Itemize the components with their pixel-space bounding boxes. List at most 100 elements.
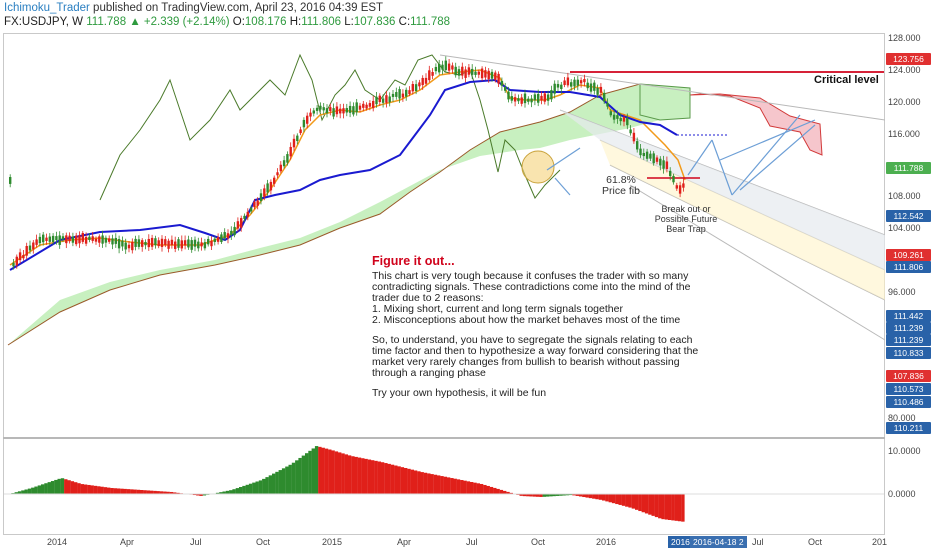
- osc-bar: [225, 490, 230, 494]
- osc-bar: [169, 491, 174, 494]
- osc-bar: [110, 488, 114, 494]
- osc-bar: [27, 488, 32, 494]
- osc-bar: [347, 455, 352, 494]
- kumo-future-cloud: [689, 93, 823, 156]
- osc-bar: [120, 488, 124, 494]
- author-link[interactable]: Ichimoku_Trader: [4, 2, 90, 14]
- osc-bar: [133, 489, 137, 494]
- osc-bar: [153, 490, 157, 494]
- osc-bar: [572, 494, 576, 496]
- osc-bar: [156, 491, 160, 494]
- osc-bar: [489, 486, 494, 494]
- osc-bar: [664, 494, 669, 520]
- high-label: H:: [289, 16, 302, 28]
- price-tag: 110.833: [886, 347, 931, 359]
- osc-bar: [87, 484, 91, 494]
- osc-bar: [493, 487, 497, 494]
- price-axis[interactable]: [885, 33, 932, 550]
- osc-bar: [417, 471, 421, 494]
- osc-bar: [255, 481, 259, 494]
- osc-bar: [149, 490, 154, 494]
- osc-bar: [463, 480, 467, 494]
- osc-bar: [413, 470, 418, 494]
- osc-bar: [641, 494, 645, 513]
- osc-bar: [235, 488, 240, 494]
- breakout-label: Break out or Possible Future Bear Trap: [654, 204, 718, 234]
- osc-bar: [265, 477, 269, 494]
- osc-bar: [390, 464, 395, 494]
- oscillator-histogram: [11, 446, 685, 522]
- osc-bar: [588, 494, 593, 499]
- osc-bar: [107, 487, 111, 494]
- price-tick: 108.000: [888, 191, 921, 201]
- osc-bar: [559, 494, 563, 496]
- high-value: 111.806: [301, 16, 342, 28]
- osc-bar: [542, 494, 546, 497]
- osc-bar: [631, 494, 636, 509]
- osc-bar: [569, 494, 573, 496]
- chart-header-quote: FX:USDJPY, W 111.788 ▲ +2.339 (+2.14%) O…: [4, 16, 450, 28]
- osc-bar: [47, 482, 51, 494]
- time-tag: 2016: [668, 536, 693, 548]
- osc-bar: [371, 460, 375, 494]
- osc-bar: [17, 491, 22, 494]
- osc-bar: [232, 489, 236, 494]
- osc-bar: [635, 494, 639, 510]
- osc-bar: [146, 490, 150, 494]
- osc-bar: [34, 486, 38, 494]
- time-tick: Jul: [190, 537, 202, 547]
- osc-bar: [318, 446, 322, 494]
- last-price: 111.788: [86, 16, 127, 28]
- osc-bar: [450, 478, 454, 494]
- open-value: 108.176: [244, 16, 287, 28]
- osc-bar: [229, 490, 233, 494]
- open-label: O:: [232, 16, 245, 28]
- osc-bar: [258, 480, 263, 494]
- osc-bar: [565, 494, 570, 496]
- osc-bar: [24, 489, 28, 494]
- osc-bar: [136, 489, 141, 494]
- osc-bar: [638, 494, 642, 512]
- osc-bar: [618, 494, 622, 505]
- osc-bar: [668, 494, 672, 520]
- osc-bar: [651, 494, 655, 516]
- price-tag: 111.442: [886, 310, 931, 322]
- price-tag: 110.211: [886, 422, 931, 434]
- osc-bar: [77, 483, 81, 494]
- price-tick: 96.000: [888, 287, 916, 297]
- kumo-senkou-b-line: [7, 83, 641, 346]
- osc-bar: [90, 485, 94, 494]
- osc-bar: [242, 485, 246, 494]
- time-tick: Oct: [531, 537, 546, 547]
- price-tick: 104.000: [888, 223, 921, 233]
- pane-separator[interactable]: [3, 437, 885, 439]
- tenkan-sen: [9, 69, 686, 266]
- osc-bar: [41, 484, 45, 494]
- osc-bar: [143, 490, 147, 494]
- osc-bar: [311, 448, 315, 494]
- osc-bar: [549, 494, 553, 497]
- osc-bar: [430, 474, 434, 494]
- time-tick: 2014: [47, 537, 68, 547]
- osc-bar: [97, 486, 101, 494]
- osc-bar: [625, 494, 629, 507]
- price-tag: 111.239: [886, 334, 931, 346]
- osc-bar: [503, 490, 507, 494]
- osc-bar: [506, 491, 510, 494]
- osc-bar: [427, 473, 431, 494]
- osc-bar: [555, 494, 560, 496]
- osc-bar: [116, 488, 121, 494]
- note-title: Figure it out...: [372, 254, 455, 268]
- time-tick: Oct: [808, 537, 823, 547]
- osc-bar: [367, 459, 372, 494]
- osc-bar: [324, 448, 329, 494]
- time-tick: Jul: [466, 537, 478, 547]
- osc-bar: [113, 488, 117, 494]
- chikou-span: [99, 53, 561, 201]
- kumo-future-green: [639, 83, 691, 121]
- price-tag: 111.239: [886, 322, 931, 334]
- price-tag: 110.573: [886, 383, 931, 395]
- osc-bar: [202, 494, 207, 496]
- osc-bar: [80, 484, 84, 494]
